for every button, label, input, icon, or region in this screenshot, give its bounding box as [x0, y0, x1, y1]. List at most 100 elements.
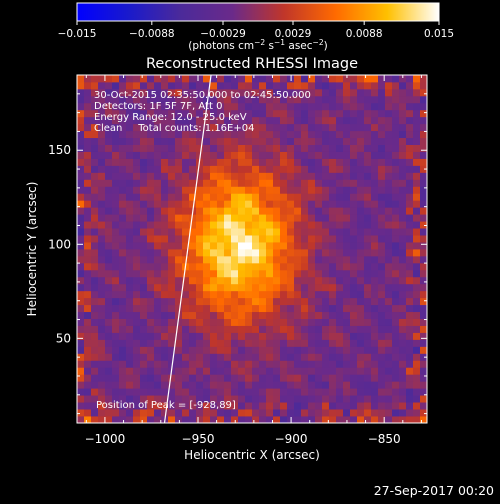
heatmap-cell [84, 283, 92, 292]
heatmap-cell [77, 165, 85, 173]
heatmap-cell [301, 214, 309, 222]
heatmap-cell [322, 123, 330, 132]
heatmap-cell [287, 95, 295, 104]
heatmap-cell [301, 409, 309, 417]
heatmap-cell [224, 276, 232, 285]
heatmap-cell [168, 88, 176, 97]
heatmap-cell [168, 137, 176, 145]
heatmap-cell [287, 81, 295, 90]
heatmap-cell [385, 367, 393, 375]
heatmap-cell [238, 276, 246, 285]
heatmap-cell [315, 88, 323, 97]
heatmap-cell [105, 367, 113, 375]
heatmap-cell [175, 130, 183, 139]
heatmap-cell [259, 81, 267, 90]
heatmap-cell [420, 402, 427, 410]
heatmap-cell [210, 269, 218, 278]
colorbar-tick-label: −0.015 [58, 28, 97, 40]
heatmap-cell [182, 214, 190, 222]
heatmap-cell [77, 402, 85, 410]
heatmap-cell [224, 235, 232, 243]
heatmap-cell [210, 123, 218, 132]
heatmap-cell [294, 332, 302, 340]
heatmap-cell [105, 81, 113, 90]
heatmap-cell [182, 123, 190, 132]
heatmap-cell [210, 367, 218, 375]
heatmap-cell [336, 402, 344, 410]
heatmap-cell [196, 360, 204, 368]
heatmap-cell [392, 332, 400, 340]
heatmap-cell [266, 395, 274, 403]
heatmap-cell [217, 235, 225, 243]
heatmap-cell [343, 123, 351, 132]
heatmap-cell [210, 388, 218, 396]
heatmap-cell [210, 214, 218, 222]
heatmap-cell [350, 186, 358, 194]
heatmap-cell [378, 416, 386, 423]
heatmap-cell [189, 388, 197, 396]
heatmap-cell [105, 255, 113, 264]
heatmap-cell [224, 193, 232, 201]
heatmap-cell [287, 207, 295, 215]
heatmap-cell [413, 276, 421, 285]
heatmap-cell [210, 165, 218, 173]
heatmap-cell [224, 381, 232, 389]
heatmap-cell [252, 151, 260, 159]
heatmap-cell [294, 367, 302, 375]
heatmap-cell [189, 116, 197, 125]
heatmap-cell [413, 130, 421, 139]
heatmap-cell [371, 95, 379, 104]
heatmap-cell [273, 81, 281, 90]
heatmap-cell [259, 339, 267, 347]
heatmap-cell [273, 179, 281, 187]
heatmap-cell [105, 193, 113, 201]
heatmap-cell [245, 346, 253, 354]
heatmap-cell [84, 297, 92, 306]
heatmap-cell [252, 262, 260, 271]
heatmap-cell [420, 283, 427, 292]
heatmap-cell [350, 290, 358, 299]
heatmap-cell [322, 367, 330, 375]
heatmap-cell [378, 158, 386, 166]
heatmap-cell [175, 109, 183, 118]
heatmap-cell [322, 242, 330, 250]
heatmap-cell [84, 200, 92, 208]
heatmap-cell [189, 75, 197, 83]
heatmap-cell [364, 290, 372, 299]
heatmap-cell [84, 235, 92, 243]
heatmap-cell [336, 130, 344, 139]
heatmap-cell [231, 116, 239, 125]
heatmap-cell [357, 402, 365, 410]
heatmap-cell [112, 95, 120, 104]
heatmap-cell [147, 283, 155, 292]
heatmap-cell [224, 395, 232, 403]
heatmap-cell [273, 339, 281, 347]
heatmap-cell [378, 388, 386, 396]
heatmap-cell [147, 304, 155, 313]
heatmap-cell [392, 95, 400, 104]
heatmap-cell [147, 353, 155, 361]
heatmap-cell [154, 360, 162, 368]
heatmap-cell [308, 235, 316, 243]
heatmap-cell [301, 137, 309, 145]
heatmap-cell [350, 249, 358, 257]
heatmap-cell [420, 311, 427, 319]
heatmap-cell [105, 158, 113, 166]
heatmap-cell [105, 221, 113, 229]
heatmap-cell [364, 416, 372, 423]
heatmap-cell [182, 318, 190, 326]
heatmap-cell [329, 325, 337, 333]
heatmap-cell [413, 207, 421, 215]
heatmap-cell [259, 402, 267, 410]
heatmap-cell [217, 116, 225, 125]
heatmap-cell [147, 116, 155, 125]
heatmap-cell [399, 381, 407, 389]
heatmap-cell [343, 360, 351, 368]
heatmap-cell [252, 228, 260, 236]
heatmap-cell [189, 221, 197, 229]
heatmap-cell [378, 109, 386, 118]
heatmap-cell [119, 242, 127, 250]
heatmap-cell [364, 158, 372, 166]
heatmap-cell [133, 200, 141, 208]
heatmap-cell [252, 116, 260, 125]
